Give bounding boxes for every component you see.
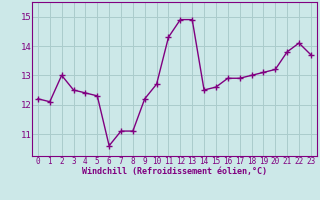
X-axis label: Windchill (Refroidissement éolien,°C): Windchill (Refroidissement éolien,°C)	[82, 167, 267, 176]
